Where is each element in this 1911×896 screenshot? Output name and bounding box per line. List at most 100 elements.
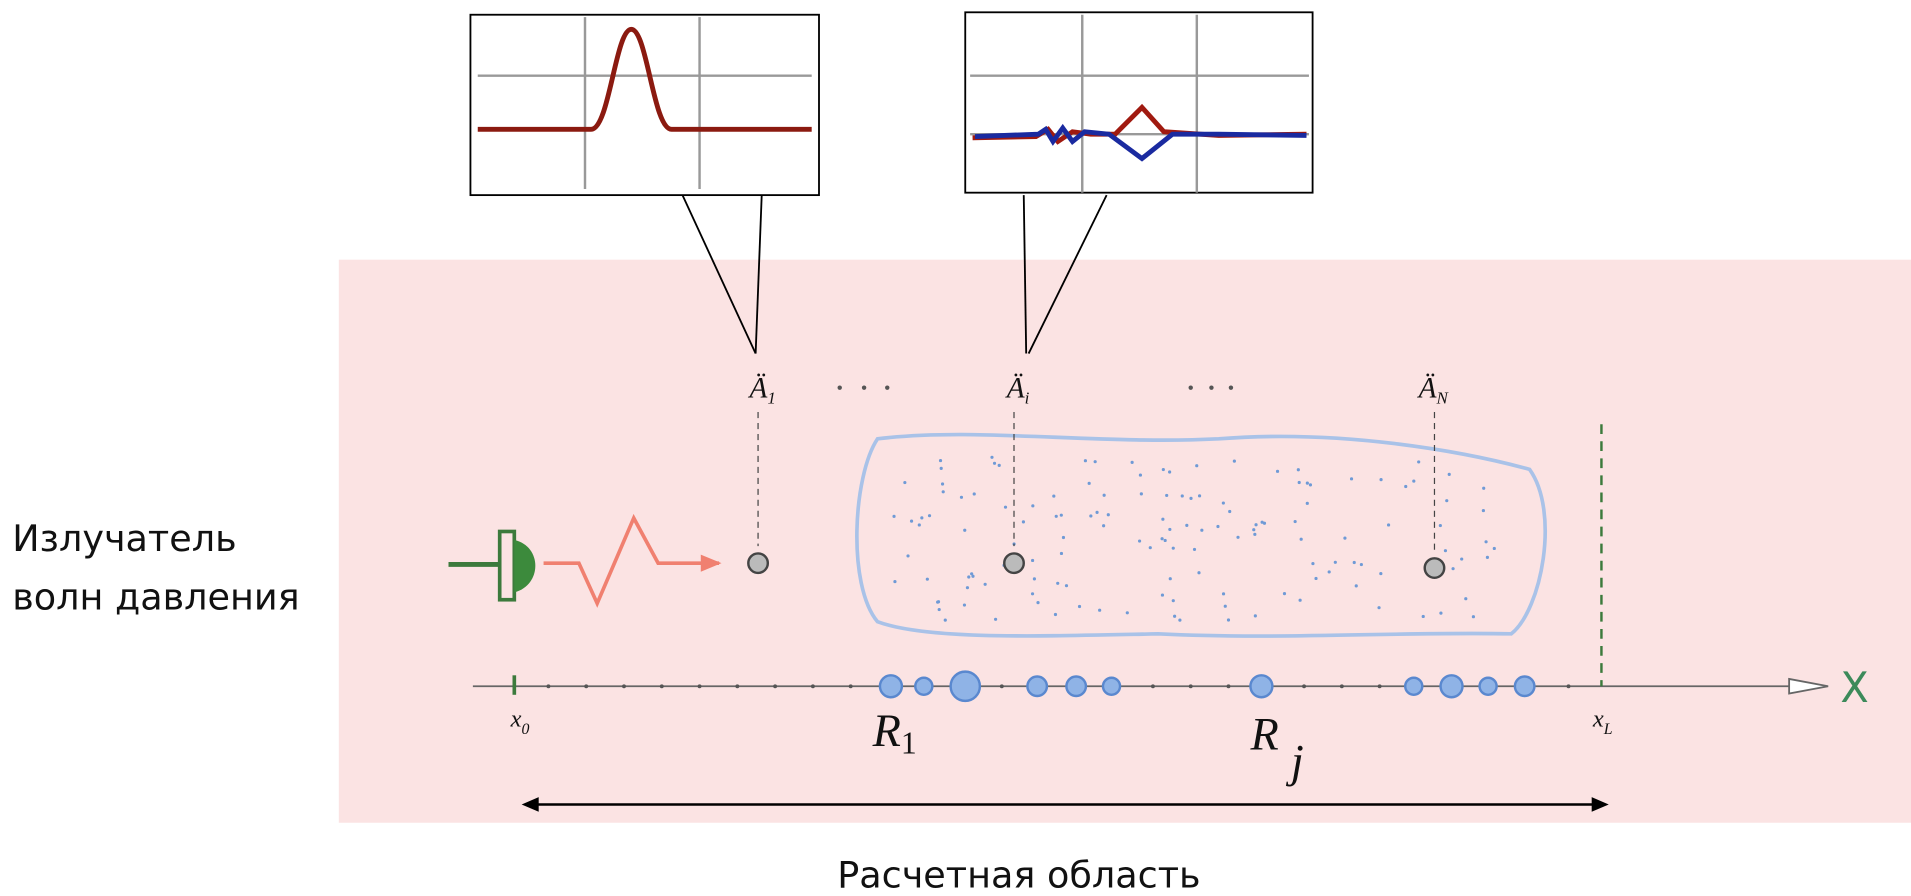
cloud-dot (917, 523, 921, 527)
cloud-dot (962, 603, 967, 607)
sensor-subscript: N (1436, 389, 1450, 408)
cloud-dot (1252, 528, 1256, 532)
axis-dot (999, 684, 1004, 689)
cloud-dot (1160, 593, 1165, 597)
region-subscript: j (1286, 736, 1304, 787)
cloud-dot (1054, 514, 1058, 518)
cloud-dot (1102, 493, 1106, 497)
cloud-dot (1311, 561, 1315, 566)
region-label: R (1249, 710, 1278, 761)
cloud-dot (1053, 612, 1058, 617)
axis-start-subscript: 0 (521, 721, 529, 738)
cloud-dot (1253, 614, 1257, 618)
cloud-dot (1404, 484, 1408, 489)
cloud-dot (1297, 480, 1301, 485)
region-subscript: 1 (901, 725, 917, 760)
cloud-dot (1148, 546, 1152, 550)
cloud-dot (1377, 606, 1381, 610)
cloud-dot (1216, 524, 1220, 529)
cloud-dot (1180, 494, 1184, 498)
cloud-dot (1036, 601, 1040, 605)
axis-dot (1188, 684, 1193, 689)
cloud-dot (1171, 546, 1175, 550)
cloud-dot (1087, 481, 1091, 485)
sensor-label: Äi (1005, 372, 1030, 407)
cloud-dot (1314, 576, 1318, 581)
cloud-dot (909, 519, 914, 523)
cloud-dot (1021, 520, 1026, 524)
cloud-dot (1168, 527, 1172, 532)
cloud-dot (1293, 519, 1297, 524)
cloud-dot (1254, 523, 1258, 527)
cloud-dot (994, 617, 998, 621)
bubble (1026, 675, 1049, 698)
cloud-dot (971, 574, 975, 578)
cloud-dot (1032, 577, 1036, 581)
cloud-dot (1197, 571, 1201, 575)
cloud-dot (1061, 535, 1066, 540)
cloud-dot (1460, 557, 1464, 561)
cloud-dot (1298, 598, 1302, 602)
cloud-dot (1161, 467, 1165, 472)
cloud-dot (1379, 478, 1383, 482)
cloud-dot (1379, 572, 1383, 576)
cloud-dot (1439, 611, 1443, 615)
cloud-dot (1064, 584, 1069, 588)
sensor-label: Ä (1417, 372, 1437, 404)
cloud-dot (992, 461, 997, 465)
cloud-dot (903, 480, 907, 485)
region-label: Rj (1249, 710, 1303, 788)
cloud-dot (939, 466, 943, 470)
cloud-dot (1447, 472, 1451, 476)
axis-end-label: xL (1592, 705, 1613, 737)
axis-label: X (1840, 664, 1868, 712)
region-label: R (872, 706, 901, 757)
cloud-dot (1093, 460, 1097, 464)
cloud-dot (1492, 546, 1496, 551)
cloud-dot (983, 582, 987, 586)
axis-dot (546, 684, 551, 689)
cloud-dot (959, 495, 964, 499)
x-axis (472, 424, 1829, 695)
bubble-cloud (855, 432, 1548, 638)
axis-dot (1377, 684, 1382, 689)
cloud-dot (1438, 523, 1442, 528)
cloud-dot (1195, 464, 1199, 468)
cloud-dot (1130, 460, 1134, 464)
cloud-dot (1221, 501, 1225, 505)
cloud-dot (1359, 562, 1363, 567)
cloud-dot (1031, 504, 1035, 508)
background (338, 259, 1911, 823)
cloud-dot (1056, 581, 1060, 585)
cloud-dot (1089, 514, 1093, 518)
axis-dot (659, 684, 664, 689)
bubble (878, 674, 904, 699)
cloud-dot (1139, 492, 1143, 496)
cloud-dot (1481, 509, 1485, 513)
cloud-dot (1192, 547, 1197, 551)
cloud-dot (1095, 510, 1099, 514)
bubble (949, 670, 982, 703)
cloud-dot (1445, 499, 1449, 503)
cloud-dot (1102, 524, 1106, 528)
sensor-label: Ä1 (748, 372, 776, 407)
cloud-dot (1165, 493, 1169, 497)
cloud-dot (1137, 539, 1142, 543)
bubble (1439, 674, 1464, 699)
domain-arrow (521, 797, 1609, 812)
cloud-dot (1106, 513, 1110, 517)
cloud-dot (1031, 558, 1035, 563)
cloud-dot (990, 455, 994, 459)
cloud-dot (1163, 538, 1167, 543)
cloud-dot (1171, 599, 1175, 603)
cloud-dot (1484, 540, 1488, 544)
axis-dot (1302, 684, 1307, 689)
cloud-dot (965, 586, 970, 590)
axis-dot (1226, 684, 1231, 689)
cloud-dot (1308, 483, 1313, 487)
cloud-dot (1305, 501, 1309, 505)
cloud-dot (972, 492, 976, 496)
cloud-dot (1077, 604, 1082, 609)
cloud-dot (1333, 560, 1337, 564)
